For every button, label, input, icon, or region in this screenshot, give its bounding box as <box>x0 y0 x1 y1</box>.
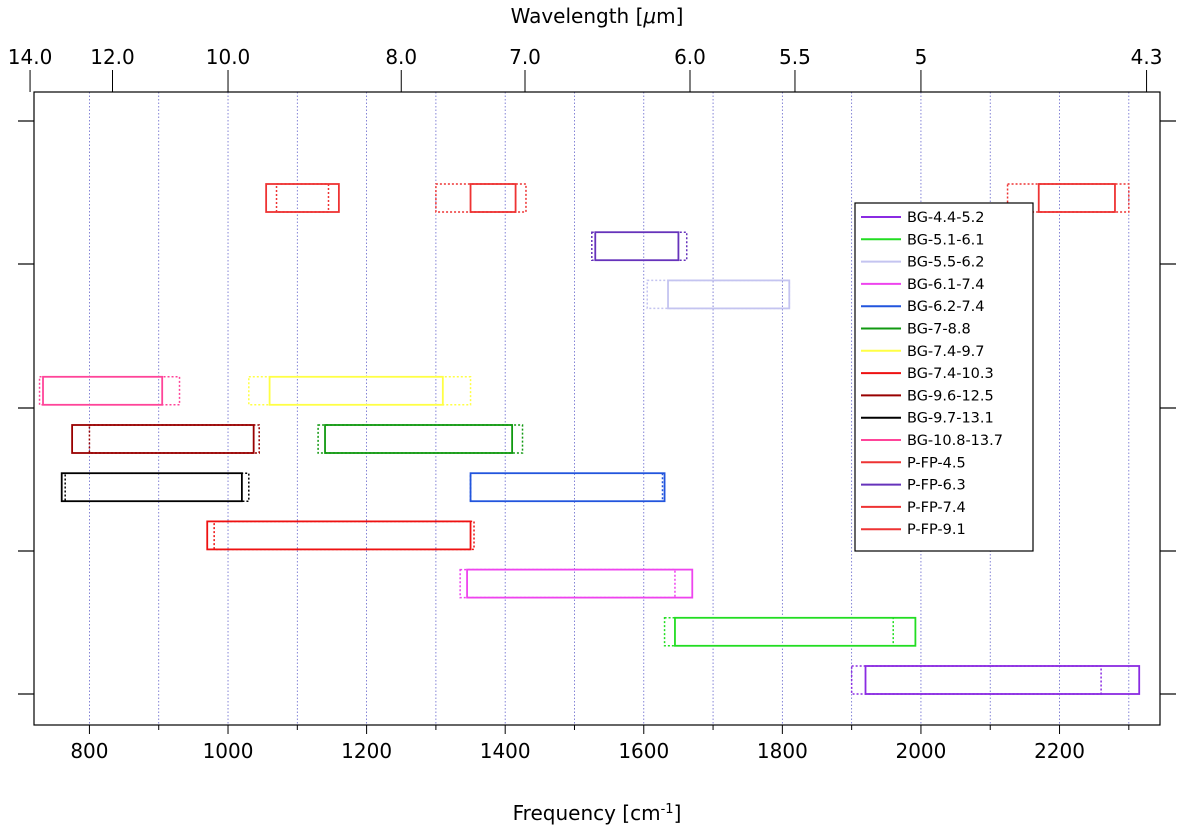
bar-bg-5-5-6-2 <box>646 279 791 310</box>
bar-dotted-range <box>88 424 260 454</box>
bar-bg-7-4-9-7 <box>248 375 472 406</box>
range-bars <box>38 183 1141 695</box>
legend-entry: BG-7-8.8 <box>907 322 971 338</box>
top-ticks: 14.0 12.0 10.0 8.0 7.0 6.0 5.5 5 4.3 <box>8 45 1163 92</box>
x-axis-title: Frequency [cm-1] <box>513 801 682 825</box>
legend-entry: BG-5.5-6.2 <box>907 255 985 271</box>
bar-solid-range <box>60 472 243 503</box>
legend-entry: P-FP-6.3 <box>907 478 966 494</box>
x-ticks: 800 1000 1200 1400 1600 1800 2000 2200 <box>70 725 1130 763</box>
top-tick-label: 7.0 <box>509 45 541 69</box>
bar-bg-4-4-5-2 <box>850 665 1141 695</box>
top-tick-label: 10.0 <box>206 45 251 69</box>
bar-p-fp-4-5 <box>1006 183 1130 213</box>
x-axis-title-main: Frequency [cm <box>513 801 661 825</box>
bar-dotted-range <box>275 183 330 213</box>
bar-solid-range <box>594 231 680 262</box>
bar-solid-range <box>864 665 1141 695</box>
bar-dotted-range <box>459 568 676 599</box>
top-axis-title-end: m] <box>656 4 683 28</box>
x-tick-label: 1000 <box>203 739 254 763</box>
x-axis-title-end: ] <box>674 801 682 825</box>
bar-dotted-range <box>435 183 527 213</box>
x-tick-label: 2000 <box>895 739 946 763</box>
bar-dotted-range <box>1006 183 1130 213</box>
bar-dotted-range <box>850 665 1102 695</box>
top-tick-label: 8.0 <box>385 45 417 69</box>
x-tick-label: 1400 <box>480 739 531 763</box>
bar-solid-range <box>1037 183 1116 213</box>
legend-entry: P-FP-7.4 <box>907 500 966 516</box>
legend-entry: BG-10.8-13.7 <box>907 433 1003 449</box>
legend-entry: BG-9.6-12.5 <box>907 388 994 404</box>
top-tick-label: 6.0 <box>674 45 706 69</box>
legend-entry: P-FP-9.1 <box>907 522 966 538</box>
bar-bg-5-1-6-1 <box>663 616 917 647</box>
legend-entry: BG-4.4-5.2 <box>907 210 985 226</box>
top-axis-title-mu: μ <box>642 4 656 28</box>
bar-bg-9-7-13-1 <box>60 472 250 503</box>
top-tick-label: 5.5 <box>779 45 811 69</box>
bar-solid-range <box>667 279 791 310</box>
bar-bg-9-6-12-5 <box>71 424 260 454</box>
legend: BG-4.4-5.2 BG-5.1-6.1 BG-5.5-6.2 BG-6.1-7.4… <box>854 202 1034 552</box>
top-axis-title: Wavelength [μm] <box>511 4 684 28</box>
bar-bg-6-1-7-4 <box>459 568 694 599</box>
x-tick-label: 2200 <box>1034 739 1085 763</box>
top-axis-title-main: Wavelength [ <box>511 4 644 28</box>
bar-solid-range <box>674 616 917 647</box>
bar-dotted-range <box>646 279 791 310</box>
bar-dotted-range <box>248 376 472 406</box>
bar-p-fp-7-4 <box>435 183 527 213</box>
bar-dotted-range <box>317 424 524 454</box>
top-tick-label: 14.0 <box>8 45 53 69</box>
bar-solid-range <box>268 375 444 406</box>
x-tick-label: 1200 <box>341 739 392 763</box>
x-tick-label: 1600 <box>618 739 669 763</box>
bar-dotted-range <box>469 472 664 502</box>
bar-bg-6-2-7-4 <box>469 472 666 503</box>
top-tick-label: 12.0 <box>90 45 135 69</box>
legend-entry: BG-7.4-10.3 <box>907 366 994 382</box>
bar-dotted-range <box>64 472 250 502</box>
bar-solid-range <box>71 424 255 454</box>
bar-dotted-range <box>38 376 181 406</box>
top-tick-label: 4.3 <box>1131 45 1163 69</box>
bar-solid-range <box>469 472 666 503</box>
bar-bg-10-8-13-7 <box>38 375 181 406</box>
legend-entry: BG-7.4-9.7 <box>907 344 985 360</box>
bar-dotted-range <box>213 520 475 551</box>
legend-entry: P-FP-4.5 <box>907 455 966 471</box>
bar-bg-7-8-8 <box>317 424 524 454</box>
bar-p-fp-6-3 <box>591 231 688 262</box>
bar-dotted-range <box>663 617 894 647</box>
bar-solid-range <box>466 568 694 599</box>
legend-entry: BG-6.2-7.4 <box>907 299 985 315</box>
x-axis-title-sup: -1 <box>661 802 674 817</box>
legend-entry: BG-6.1-7.4 <box>907 277 985 293</box>
x-tick-label: 1800 <box>757 739 808 763</box>
legend-entry: BG-5.1-6.1 <box>907 232 985 248</box>
bar-solid-range <box>206 520 472 551</box>
bar-bg-7-4-10-3 <box>206 520 475 551</box>
bar-p-fp-9-1 <box>265 183 340 213</box>
bar-solid-range <box>324 424 514 454</box>
top-tick-label: 5 <box>915 45 928 69</box>
bar-dotted-range <box>591 231 688 261</box>
legend-entry: BG-9.7-13.1 <box>907 411 994 427</box>
y-ticks <box>18 120 1176 695</box>
bar-solid-range <box>42 375 164 406</box>
x-tick-label: 800 <box>70 739 108 763</box>
bar-solid-range <box>469 183 517 213</box>
